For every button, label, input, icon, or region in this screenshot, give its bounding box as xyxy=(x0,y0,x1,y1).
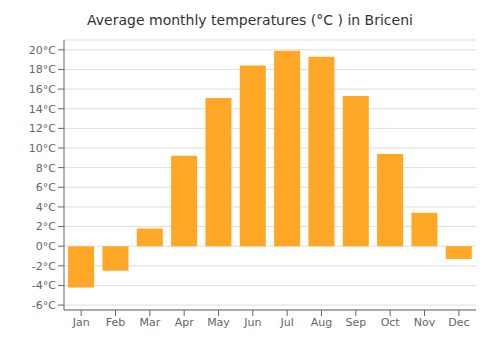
svg-text:-4°C: -4°C xyxy=(32,279,56,292)
svg-text:14°C: 14°C xyxy=(29,103,56,116)
html-text:Average monthly temperatures (: Average monthly temperatures (°C ) in Br… xyxy=(87,12,413,28)
svg-text:-2°C: -2°C xyxy=(32,260,56,273)
svg-text:2°C: 2°C xyxy=(36,220,56,233)
svg-text:4°C: 4°C xyxy=(36,201,56,214)
svg-text:Apr: Apr xyxy=(175,316,195,329)
svg-text:12°C: 12°C xyxy=(29,122,56,135)
svg-text:16°C: 16°C xyxy=(29,83,56,96)
svg-text:Jan: Jan xyxy=(72,316,90,329)
svg-text:0°C: 0°C xyxy=(36,240,56,253)
svg-text:Sep: Sep xyxy=(345,316,366,329)
svg-text:Mar: Mar xyxy=(139,316,160,329)
svg-text:Nov: Nov xyxy=(414,316,436,329)
svg-text:-6°C: -6°C xyxy=(32,299,56,312)
svg-text:Jun: Jun xyxy=(243,316,261,329)
svg-text:Oct: Oct xyxy=(381,316,401,329)
svg-text:18°C: 18°C xyxy=(29,63,56,76)
svg-text:Feb: Feb xyxy=(106,316,125,329)
svg-text:Dec: Dec xyxy=(448,316,469,329)
svg-text:May: May xyxy=(207,316,230,329)
svg-text:Jul: Jul xyxy=(280,316,294,329)
svg-text:20°C: 20°C xyxy=(29,44,56,57)
svg-text:6°C: 6°C xyxy=(36,181,56,194)
svg-text:10°C: 10°C xyxy=(29,142,56,155)
svg-text:8°C: 8°C xyxy=(36,162,56,175)
svg-text:Aug: Aug xyxy=(311,316,332,329)
